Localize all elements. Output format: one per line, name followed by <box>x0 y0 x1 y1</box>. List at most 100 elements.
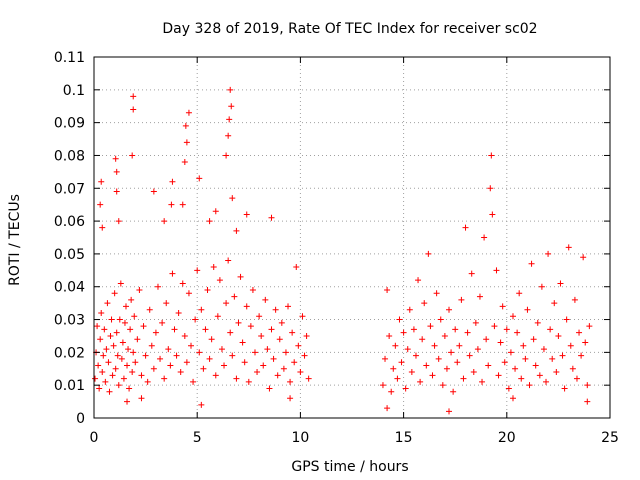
data-point <box>501 359 508 366</box>
data-point <box>423 362 430 369</box>
data-point <box>129 152 136 159</box>
data-point <box>415 277 422 284</box>
data-point <box>448 349 455 356</box>
data-point <box>524 306 531 313</box>
data-point <box>181 332 188 339</box>
data-point <box>190 378 197 385</box>
data-point <box>204 287 211 294</box>
data-point <box>107 332 114 339</box>
data-point <box>417 378 424 385</box>
data-point <box>297 369 304 376</box>
data-point <box>115 382 122 389</box>
data-point <box>301 352 308 359</box>
x-tick-label: 0 <box>90 430 99 446</box>
data-point <box>221 362 228 369</box>
data-point <box>183 139 190 146</box>
chart-title: Day 328 of 2019, Rate Of TEC Index for r… <box>162 21 537 37</box>
data-point <box>578 352 585 359</box>
data-point <box>573 375 580 382</box>
data-point <box>243 211 250 218</box>
data-point <box>239 339 246 346</box>
data-point <box>264 346 271 353</box>
data-point <box>136 287 143 294</box>
data-point <box>584 382 591 389</box>
data-point <box>96 385 103 392</box>
data-point <box>198 401 205 408</box>
data-point <box>95 362 102 369</box>
data-point <box>173 352 180 359</box>
data-point <box>278 319 285 326</box>
y-tick-label: 0.04 <box>54 280 85 296</box>
data-point <box>243 303 250 310</box>
data-point <box>287 395 294 402</box>
data-point <box>258 332 265 339</box>
data-point <box>127 326 134 333</box>
data-point <box>402 385 409 392</box>
data-point <box>163 300 170 307</box>
data-point <box>183 359 190 366</box>
data-point <box>507 349 514 356</box>
data-point <box>586 323 593 330</box>
y-tick-label: 0.05 <box>54 247 85 263</box>
data-point <box>198 306 205 313</box>
data-point <box>237 273 244 280</box>
data-point <box>266 385 273 392</box>
x-tick-label: 5 <box>193 430 202 446</box>
data-point <box>256 313 263 320</box>
data-point <box>557 280 564 287</box>
data-point <box>210 264 217 271</box>
data-point <box>446 306 453 313</box>
data-point <box>384 405 391 412</box>
data-point <box>97 201 104 208</box>
data-point <box>179 280 186 287</box>
data-point <box>439 382 446 389</box>
data-point <box>150 188 157 195</box>
data-point <box>132 359 139 366</box>
data-point <box>124 362 131 369</box>
data-point <box>122 303 129 310</box>
data-point <box>130 93 137 100</box>
data-point <box>159 319 166 326</box>
data-point <box>150 365 157 372</box>
data-point <box>291 359 298 366</box>
data-point <box>569 365 576 372</box>
data-point <box>487 185 494 192</box>
data-point <box>443 365 450 372</box>
data-point <box>565 244 572 251</box>
data-point <box>231 293 238 300</box>
data-point <box>493 267 500 274</box>
x-tick-label: 10 <box>291 430 309 446</box>
data-point <box>549 355 556 362</box>
data-point <box>100 352 107 359</box>
data-point <box>92 375 99 382</box>
data-point <box>103 346 110 353</box>
data-point <box>268 326 275 333</box>
data-point <box>229 195 236 202</box>
data-point <box>518 375 525 382</box>
data-point <box>208 336 215 343</box>
data-point <box>118 355 125 362</box>
data-point <box>285 303 292 310</box>
data-point <box>140 323 147 330</box>
data-point <box>499 303 506 310</box>
data-point <box>106 388 113 395</box>
data-point <box>165 346 172 353</box>
data-point <box>446 408 453 415</box>
data-point <box>104 300 111 307</box>
data-point <box>229 352 236 359</box>
data-point <box>138 372 145 379</box>
data-point <box>134 336 141 343</box>
y-tick-label: 0.03 <box>54 313 85 329</box>
data-point <box>188 342 195 349</box>
data-point <box>111 290 118 297</box>
data-point <box>421 300 428 307</box>
data-point <box>299 313 306 320</box>
data-point <box>382 355 389 362</box>
data-point <box>214 313 221 320</box>
data-point <box>472 319 479 326</box>
data-point <box>270 355 277 362</box>
data-point <box>547 326 554 333</box>
data-point <box>559 352 566 359</box>
data-point <box>101 326 108 333</box>
data-point <box>396 316 403 323</box>
